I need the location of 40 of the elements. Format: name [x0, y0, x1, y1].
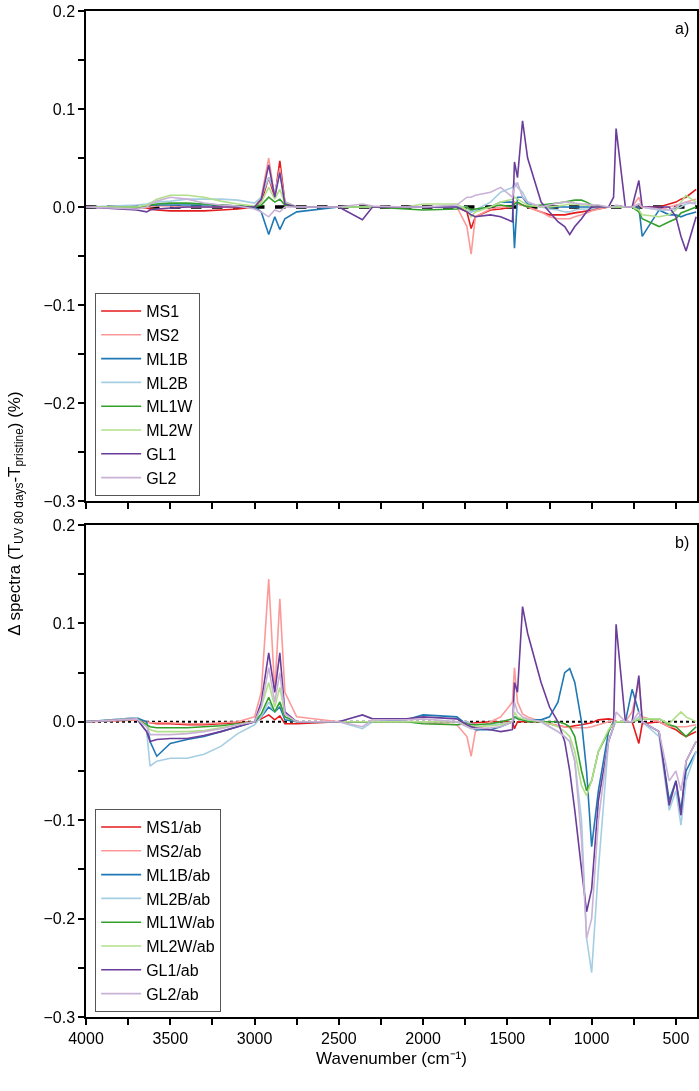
- y-tick-label: 0.2: [52, 516, 76, 534]
- legend-label: MS2/ab: [146, 843, 202, 861]
- y-tick-label: 0.1: [52, 615, 76, 632]
- y-tick-label: −0.2: [43, 394, 76, 412]
- y-tick-label: 0.0: [52, 713, 76, 731]
- y-tick-label: 0.0: [52, 198, 76, 216]
- legend-label: ML1B/ab: [146, 866, 211, 884]
- legend-label: GL1: [146, 446, 177, 464]
- legend-label: ML2B: [146, 374, 188, 392]
- x-tick-label: 1000: [573, 1029, 610, 1047]
- x-tick-label: 3500: [152, 1029, 189, 1047]
- legend-label: ML2B/ab: [146, 890, 211, 908]
- y-tick-label: −0.3: [43, 1008, 76, 1026]
- legend-label: MS1: [146, 303, 180, 321]
- x-tick-label: 2500: [321, 1029, 357, 1047]
- legend-label: GL2: [146, 469, 177, 487]
- y-tick-label: −0.1: [43, 811, 76, 829]
- legend-label: MS1/ab: [146, 819, 202, 837]
- legend-label: ML2W: [146, 422, 194, 440]
- x-tick-label: 4000: [68, 1029, 104, 1047]
- legend-label: ML1W: [146, 398, 194, 416]
- y-tick-label: −0.1: [43, 296, 76, 314]
- x-tick-label: 2000: [405, 1029, 441, 1047]
- annotation: b): [675, 534, 690, 551]
- y-tick-label: −0.2: [43, 910, 76, 928]
- y-tick-label: −0.3: [43, 492, 76, 510]
- legend-label: ML1W/ab: [146, 914, 215, 932]
- legend-label: GL2/ab: [146, 985, 199, 1003]
- line-series: [86, 666, 697, 940]
- x-tick-label: 3000: [236, 1029, 273, 1047]
- annotation: a): [675, 20, 690, 37]
- y-tick-label: 0.1: [52, 100, 76, 118]
- x-tick-label: 500: [662, 1029, 690, 1047]
- x-axis-title: Wavenumber (cm⁻¹): [316, 1048, 467, 1068]
- legend-label: GL1/ab: [146, 962, 199, 980]
- y-tick-label: 0.2: [52, 2, 76, 20]
- legend-label: MS2: [146, 327, 180, 345]
- legend-label: ML1B: [146, 350, 188, 368]
- legend-label: ML2W/ab: [146, 938, 215, 956]
- x-tick-label: 1500: [489, 1029, 526, 1047]
